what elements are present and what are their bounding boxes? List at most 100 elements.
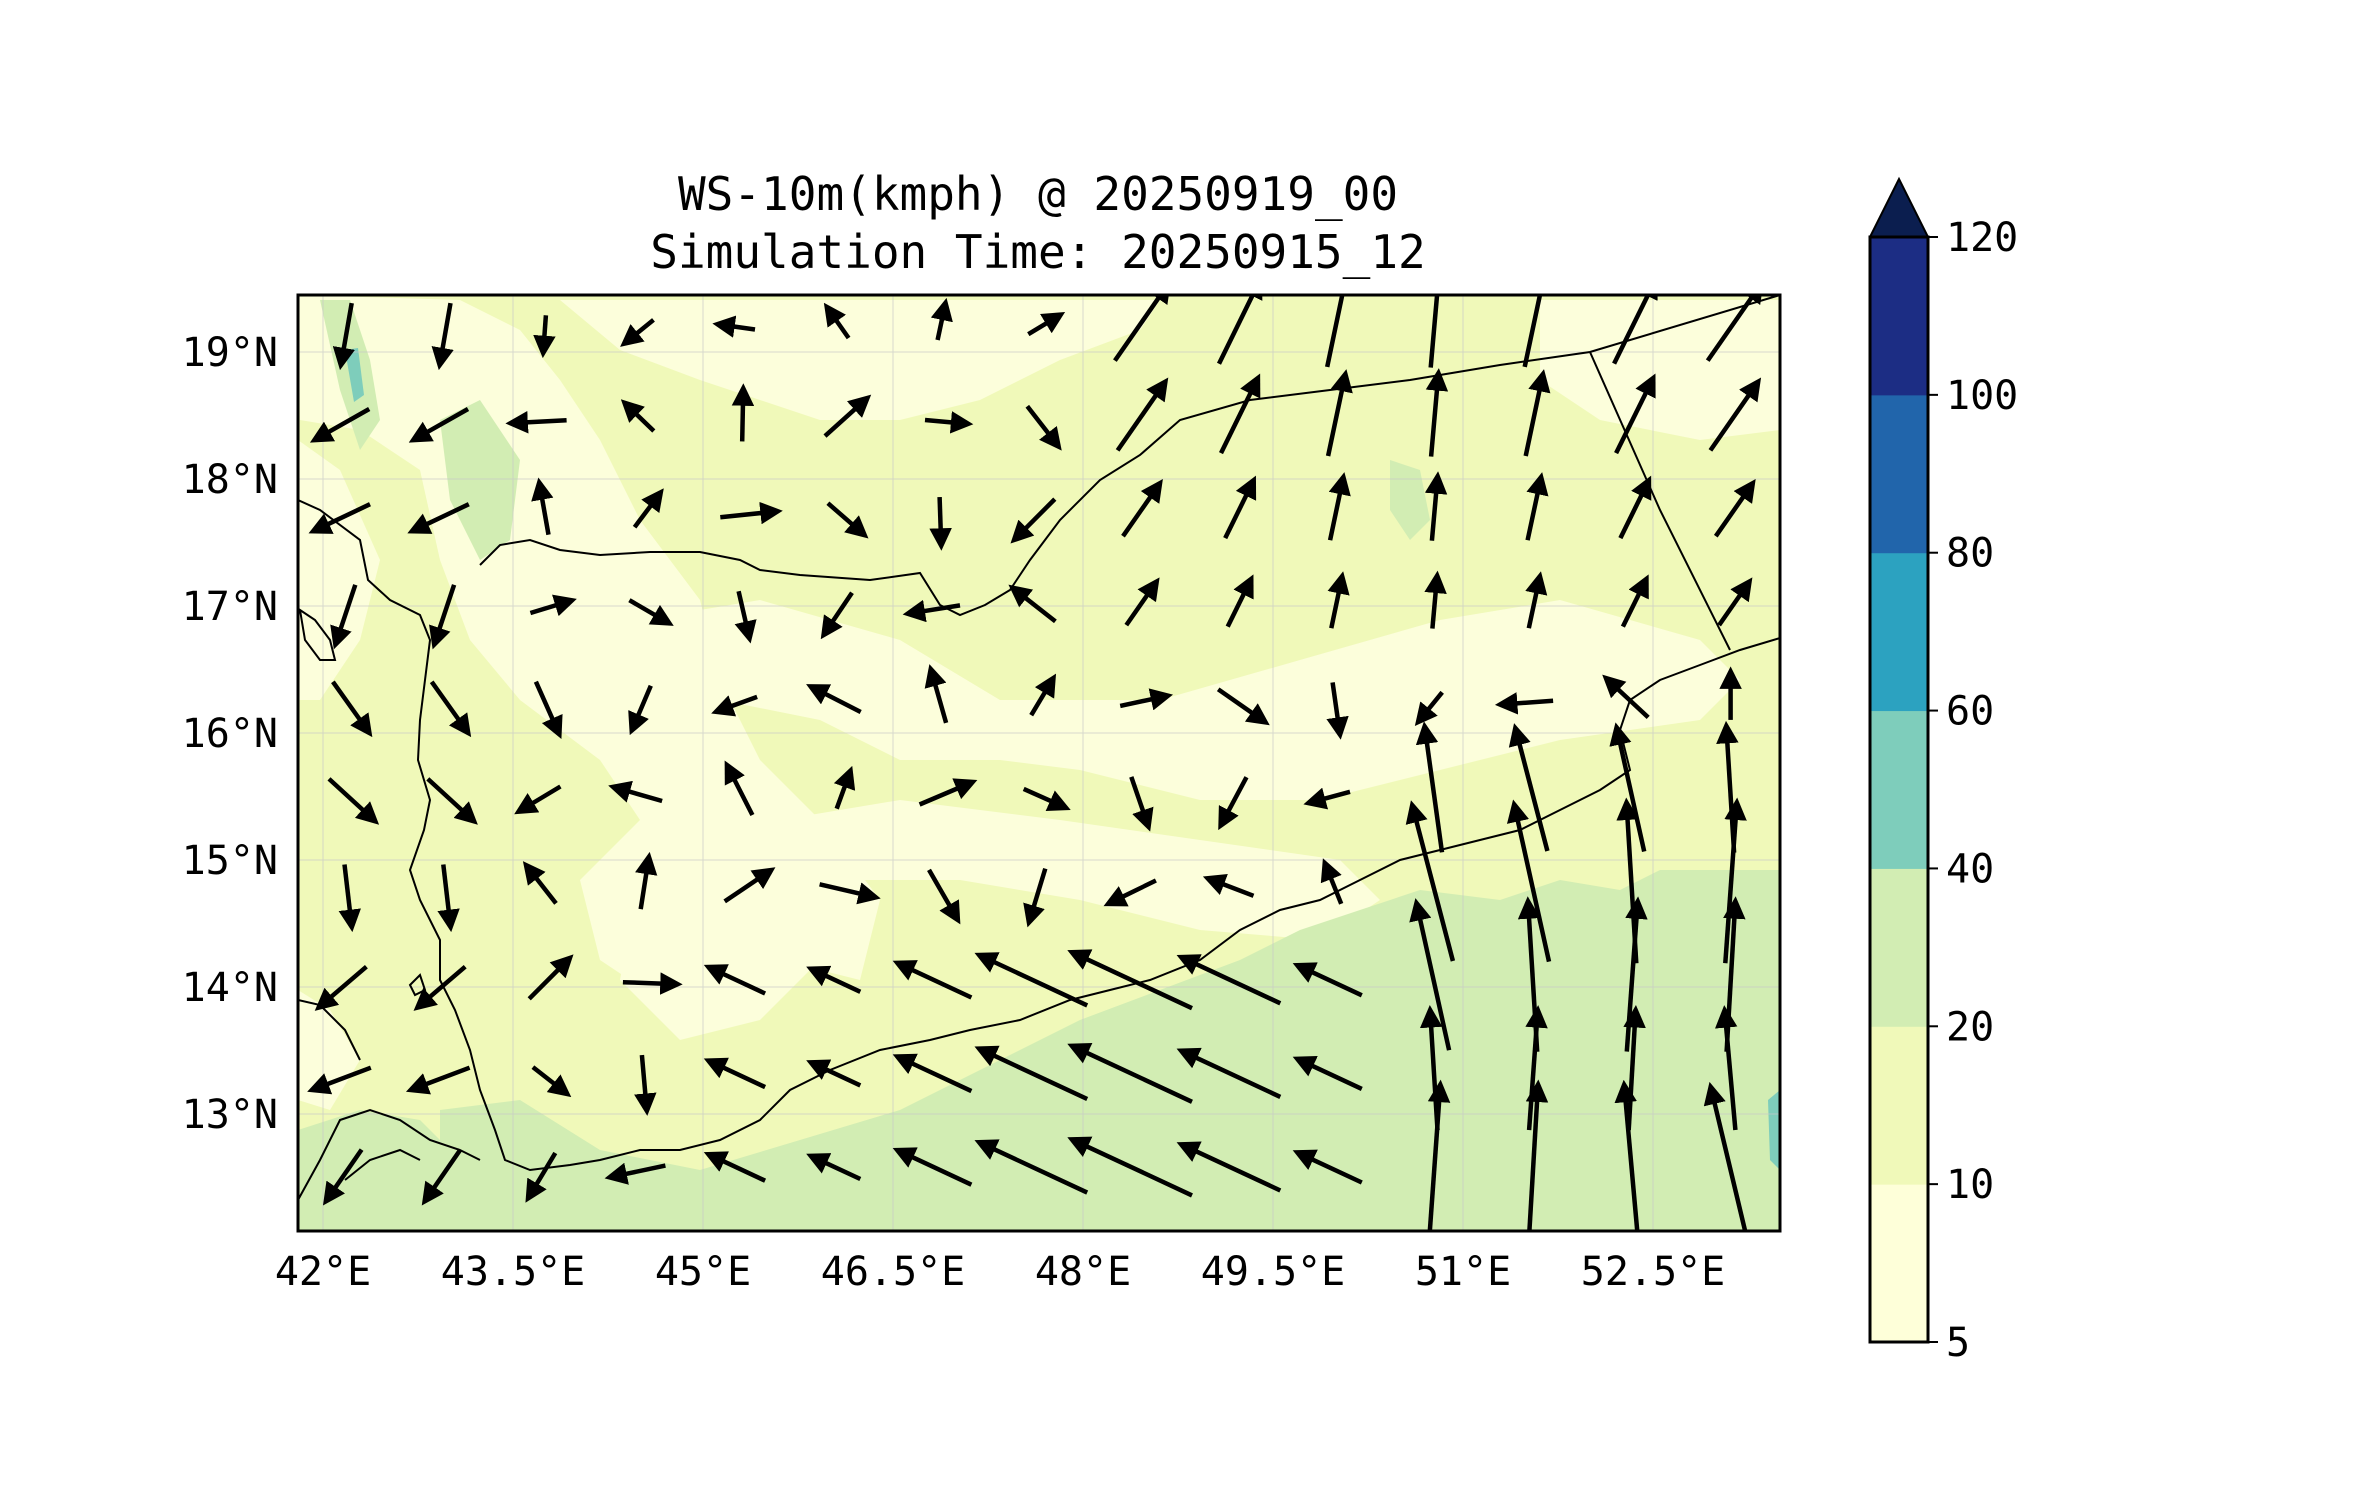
lat-tick-label: 19°N	[182, 330, 278, 376]
wind-arrow	[1414, 690, 1444, 726]
wind-arrow	[405, 1065, 471, 1095]
wind-arrow	[514, 784, 562, 815]
wind-arrow	[1618, 475, 1652, 540]
wind-arrow	[527, 954, 574, 1001]
wind-arrow	[1620, 574, 1649, 628]
wind-arrow	[632, 488, 664, 529]
wind-arrow	[806, 1153, 862, 1182]
wind-arrow	[1202, 873, 1255, 898]
wind-arrow	[1067, 1136, 1193, 1198]
colorbar-tick-label: 5	[1946, 1320, 1970, 1366]
wind-arrow	[437, 864, 460, 933]
colorbar: 5 10 20 40 60 80 100 120	[1868, 176, 2018, 1366]
chart-subtitle: Simulation Time: 20250915_12	[650, 225, 1425, 279]
wind-speed-fill	[298, 295, 1780, 1231]
wind-arrow	[1176, 1141, 1282, 1193]
lon-tick-label: 42°E	[275, 1249, 371, 1295]
wind-arrow	[1303, 787, 1351, 810]
colorbar-segment	[1870, 868, 1928, 1027]
colorbar-segment	[1870, 552, 1928, 712]
wind-arrow	[1705, 295, 1764, 362]
wind-arrow	[1525, 1005, 1548, 1131]
wind-arrow	[1292, 1056, 1363, 1091]
wind-arrow	[1223, 475, 1257, 540]
wind-arrow	[505, 411, 567, 434]
wind-arrow	[826, 501, 869, 539]
wind-arrow	[1325, 369, 1353, 457]
wind-arrow	[620, 318, 655, 347]
wind-arrow	[1327, 571, 1350, 629]
wind-arrow	[413, 964, 467, 1011]
wind-arrow	[1525, 472, 1549, 541]
wind-arrow	[892, 960, 973, 1000]
wind-arrow	[1424, 471, 1448, 541]
colorbar-frame	[1868, 235, 1930, 1344]
wind-arrow	[1609, 722, 1647, 852]
wind-arrow	[1415, 721, 1445, 853]
lat-tick-label: 14°N	[182, 965, 278, 1011]
colorbar-tick-label: 80	[1946, 531, 1994, 577]
wind-arrow	[1225, 574, 1254, 628]
wind-arrow	[307, 1065, 372, 1095]
wind-arrow	[622, 972, 683, 995]
wind-arrow	[806, 684, 862, 715]
lon-axis: 42°E 43.5°E 45°E 46.5°E 48°E 49.5°E 51°E…	[275, 1249, 1725, 1295]
map-frame	[296, 293, 1782, 1233]
wind-arrow	[703, 1057, 767, 1090]
wind-arrow	[703, 1151, 767, 1183]
wind-arrow	[1292, 962, 1363, 998]
wind-arrow	[731, 383, 755, 442]
wind-arrow	[1714, 1005, 1738, 1131]
wind-arrow	[1717, 577, 1753, 627]
wind-arrow	[429, 680, 472, 738]
wind-arrow	[634, 1054, 657, 1116]
wind-arrow	[711, 694, 758, 717]
wind-arrow	[1508, 723, 1550, 852]
lat-axis: 19°N 18°N 17°N 16°N 15°N 14°N 13°N	[182, 330, 278, 1138]
wind-arrow	[823, 302, 851, 340]
wind-arrow	[1218, 373, 1261, 455]
wind-arrow	[1713, 479, 1756, 538]
wind-arrow	[421, 1148, 463, 1206]
colorbar-segment	[1870, 1184, 1928, 1343]
colorbar-tick-label: 120	[1946, 215, 2018, 261]
lon-tick-label: 45°E	[655, 1249, 751, 1295]
lat-tick-label: 13°N	[182, 1092, 278, 1138]
wind-arrow	[1428, 295, 1440, 368]
colorbar-segment	[1870, 710, 1928, 869]
wind-arrow	[1703, 1081, 1748, 1231]
wind-arrow	[1025, 404, 1062, 451]
wind-arrow	[927, 868, 961, 925]
wind-arrow	[1522, 295, 1552, 368]
wind-arrow	[820, 591, 854, 640]
wind-arrow	[635, 851, 658, 910]
wind-arrow	[902, 599, 961, 623]
colorbar-segment	[1870, 394, 1928, 554]
wind-arrow	[309, 407, 371, 443]
wind-arrow	[1425, 368, 1449, 457]
wind-vectors	[307, 295, 1764, 1231]
wind-arrow	[924, 664, 949, 724]
wind-arrow	[407, 502, 470, 534]
wind-arrow	[1427, 1079, 1451, 1231]
wind-arrow	[531, 1065, 572, 1098]
wind-arrow	[1494, 692, 1554, 715]
map-panel	[296, 293, 1782, 1233]
wind-arrow	[1424, 570, 1447, 629]
wind-arrow	[628, 598, 674, 626]
wind-arrow	[924, 411, 974, 434]
chart-title: WS-10m(kmph) @ 20250919_00	[678, 167, 1398, 221]
wind-arrow	[331, 680, 373, 738]
wind-arrow	[806, 965, 862, 994]
wind-arrow	[1010, 497, 1057, 544]
wind-arrow	[628, 684, 653, 736]
wind-arrow	[1614, 1079, 1640, 1231]
wind-arrow	[1121, 479, 1163, 538]
lon-tick-label: 43.5°E	[441, 1249, 586, 1295]
wind-arrow	[1624, 896, 1648, 1052]
colorbar-tick-label: 60	[1946, 689, 1994, 735]
wind-arrow	[806, 1059, 862, 1088]
wind-arrow	[525, 1151, 558, 1203]
wind-arrow	[1067, 949, 1193, 1011]
wind-arrow	[918, 778, 978, 807]
